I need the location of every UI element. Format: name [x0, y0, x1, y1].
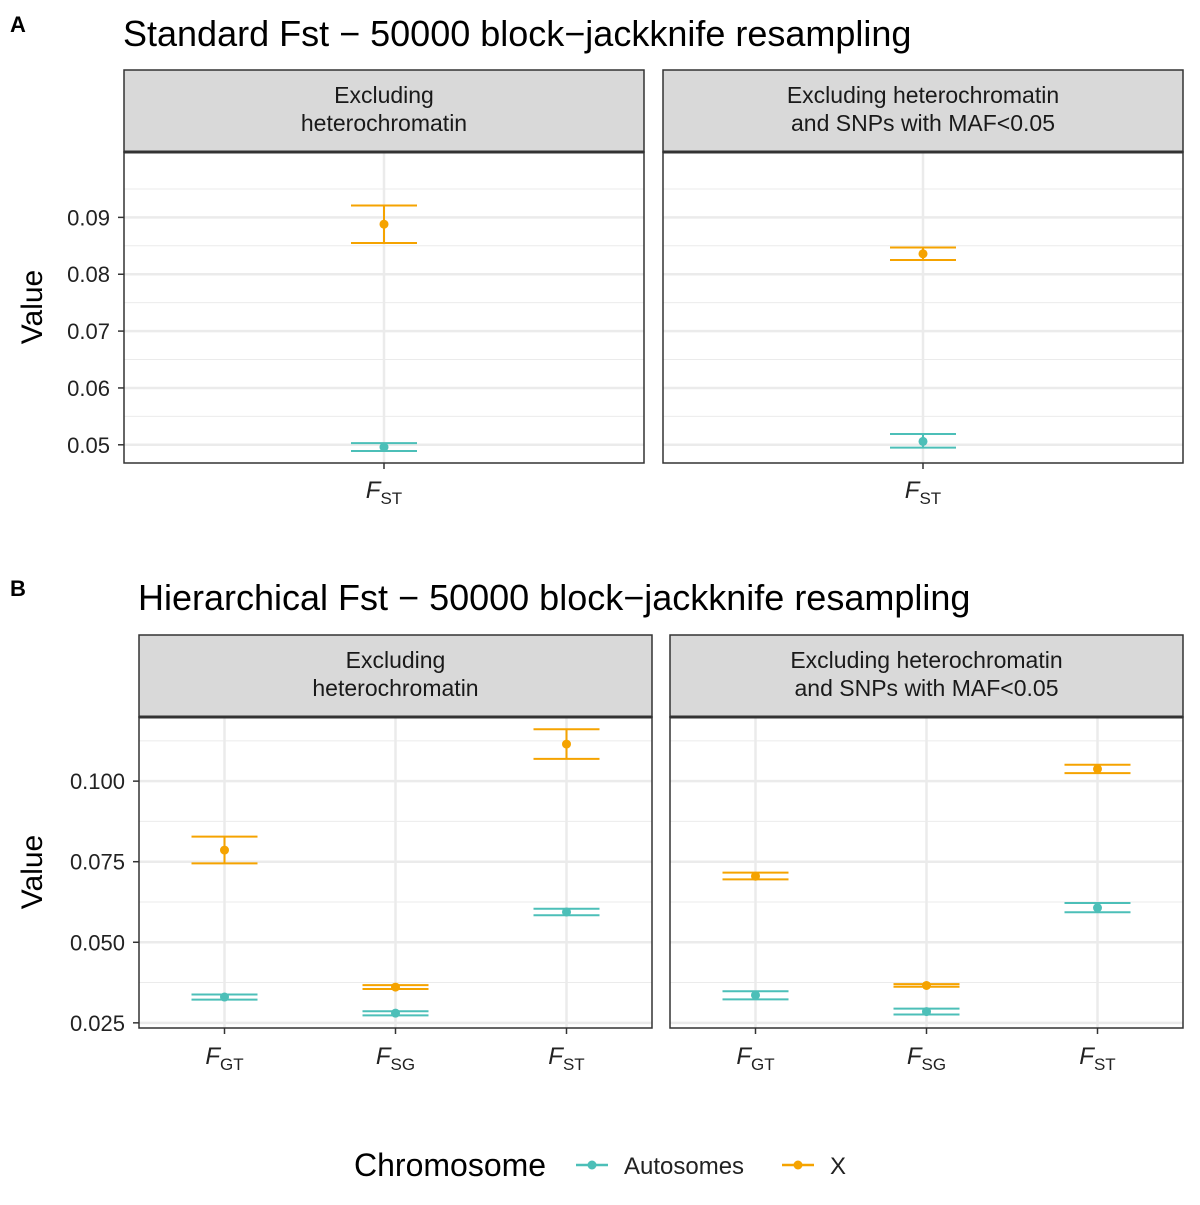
x-tick-label: FST: [366, 477, 402, 508]
facet-strip-label: Excluding: [334, 82, 434, 108]
data-point: [918, 436, 928, 446]
data-point: [562, 907, 571, 917]
facet-strip: [123, 69, 645, 153]
y-tick-label: 0.100: [70, 769, 125, 794]
x-tick-label-main: F: [907, 1043, 923, 1070]
y-tick-label: 0.050: [70, 930, 125, 955]
facet-strip-label: heterochromatin: [301, 110, 467, 136]
x-tick-label: FSG: [376, 1043, 415, 1074]
x-tick-label-main: F: [905, 477, 921, 504]
series-autosomes: [722, 901, 1131, 1017]
panel-title: Hierarchical Fst − 50000 block−jackknife…: [138, 577, 970, 618]
y-tick-label: 0.09: [67, 205, 110, 230]
legend-key-point: [587, 1160, 597, 1170]
legend-title: Chromosome: [354, 1147, 546, 1183]
data-point: [379, 219, 389, 229]
y-tick-label: 0.08: [67, 262, 110, 287]
legend-item-label: X: [830, 1153, 846, 1180]
x-tick-label-main: F: [736, 1043, 752, 1070]
panel-b: B Hierarchical Fst − 50000 block−jackknif…: [10, 576, 1184, 1074]
x-tick-label: FGT: [736, 1043, 774, 1074]
panel-title: Standard Fst − 50000 block−jackknife res…: [123, 13, 911, 54]
data-point: [1093, 764, 1102, 774]
y-tick-label: 0.025: [70, 1011, 125, 1036]
series-x: [191, 728, 600, 992]
facet-strip-label: and SNPs with MAF<0.05: [795, 675, 1059, 701]
facet-strip: [138, 634, 653, 718]
x-tick-label: FST: [905, 477, 941, 508]
x-tick-label-sub: GT: [751, 1055, 775, 1074]
facet-strip: [662, 69, 1184, 153]
facet-strip-label: Excluding heterochromatin: [790, 647, 1062, 673]
y-tick-label: 0.05: [67, 433, 110, 458]
x-tick-label-main: F: [1079, 1043, 1095, 1070]
facet-strip-label: Excluding heterochromatin: [787, 82, 1059, 108]
x-tick-label-main: F: [205, 1043, 221, 1070]
series-autosomes: [890, 433, 956, 449]
x-tick-label-main: F: [376, 1043, 392, 1070]
data-point: [562, 739, 571, 749]
data-point: [220, 845, 229, 855]
panel-letter: B: [10, 576, 26, 601]
x-tick-label-sub: ST: [563, 1055, 585, 1074]
x-tick-label-sub: ST: [380, 489, 402, 508]
facet-strip-label: Excluding: [346, 647, 446, 673]
data-point: [391, 982, 400, 992]
x-tick-label-sub: SG: [391, 1055, 416, 1074]
legend-key-point: [793, 1160, 803, 1170]
x-tick-label-main: F: [548, 1043, 564, 1070]
y-tick-label: 0.07: [67, 319, 110, 344]
y-tick-label: 0.075: [70, 850, 125, 875]
y-axis-title: Value: [16, 835, 49, 910]
x-tick-label: FST: [548, 1043, 584, 1074]
x-tick-label-main: F: [366, 477, 382, 504]
x-tick-label-sub: GT: [220, 1055, 244, 1074]
data-point: [220, 992, 229, 1002]
x-tick-label-sub: ST: [1094, 1055, 1116, 1074]
y-tick-label: 0.06: [67, 376, 110, 401]
y-axis-title: Value: [16, 270, 49, 345]
data-point: [922, 980, 931, 990]
data-point: [379, 442, 389, 452]
series-autosomes: [191, 907, 600, 1018]
series-x: [890, 246, 956, 262]
facet-strip-label: heterochromatin: [312, 675, 478, 701]
series-x: [722, 763, 1131, 990]
series-autosomes: [351, 442, 417, 453]
facet-strip: [669, 634, 1184, 718]
x-tick-label-sub: SG: [922, 1055, 947, 1074]
data-point: [922, 1007, 931, 1017]
x-tick-label: FSG: [907, 1043, 946, 1074]
data-point: [391, 1008, 400, 1018]
legend: Chromosome Autosomes X: [354, 1147, 846, 1183]
legend-item-label: Autosomes: [624, 1153, 744, 1180]
data-point: [918, 249, 928, 259]
data-point: [751, 990, 760, 1000]
facet-strip-label: and SNPs with MAF<0.05: [791, 110, 1055, 136]
data-point: [751, 871, 760, 881]
panel-a: A Standard Fst − 50000 block−jackknife re…: [10, 12, 1184, 508]
data-point: [1093, 903, 1102, 913]
series-x: [351, 204, 417, 244]
x-tick-label: FST: [1079, 1043, 1115, 1074]
x-tick-label: FGT: [205, 1043, 243, 1074]
panel-letter: A: [10, 12, 26, 37]
x-tick-label-sub: ST: [919, 489, 941, 508]
